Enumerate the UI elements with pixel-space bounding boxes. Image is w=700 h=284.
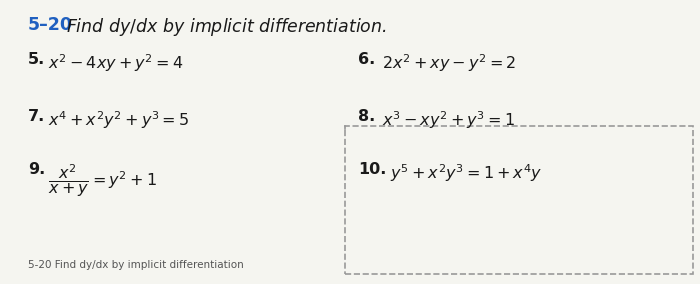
Text: $x^3 - xy^2 + y^3 = 1$: $x^3 - xy^2 + y^3 = 1$ <box>382 109 515 131</box>
Text: 7.: 7. <box>28 109 46 124</box>
Text: $\dfrac{x^2}{x + y} = y^2 + 1$: $\dfrac{x^2}{x + y} = y^2 + 1$ <box>48 162 157 199</box>
Text: $x^4 + x^2y^2 + y^3 = 5$: $x^4 + x^2y^2 + y^3 = 5$ <box>48 109 189 131</box>
Text: $x^2 - 4xy + y^2 = 4$: $x^2 - 4xy + y^2 = 4$ <box>48 52 183 74</box>
Text: Find $dy/dx$ by implicit differentiation.: Find $dy/dx$ by implicit differentiation… <box>66 16 387 38</box>
Text: 5-20 Find dy/dx by implicit differentiation: 5-20 Find dy/dx by implicit differentiat… <box>28 260 244 270</box>
Text: 5–20: 5–20 <box>28 16 73 34</box>
Bar <box>345 126 693 274</box>
Text: 9.: 9. <box>28 162 46 177</box>
Text: 6.: 6. <box>358 52 375 67</box>
Text: 10.: 10. <box>358 162 386 177</box>
Text: $y^5 + x^2y^3 = 1 + x^4y$: $y^5 + x^2y^3 = 1 + x^4y$ <box>390 162 542 184</box>
Text: 8.: 8. <box>358 109 375 124</box>
Text: $2x^2 + xy - y^2 = 2$: $2x^2 + xy - y^2 = 2$ <box>382 52 516 74</box>
Text: 5.: 5. <box>28 52 46 67</box>
